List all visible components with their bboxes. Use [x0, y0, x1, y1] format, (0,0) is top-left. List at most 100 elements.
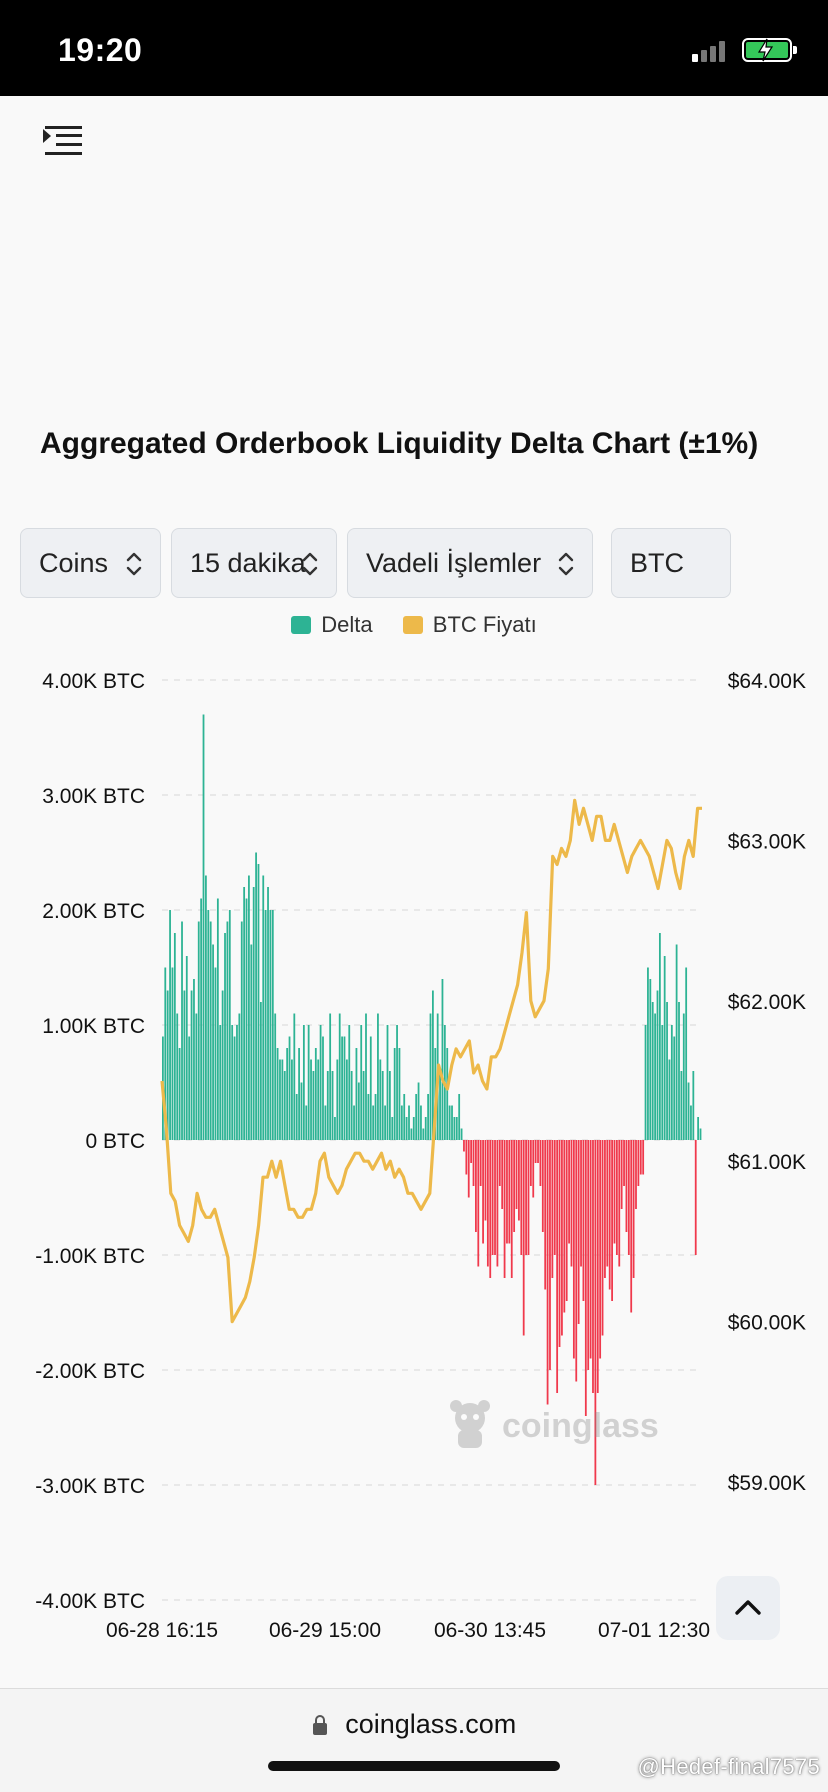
- coin-symbol-select-label: BTC: [630, 547, 684, 578]
- delta-bar: [568, 1140, 570, 1244]
- delta-bar: [682, 1013, 685, 1140]
- delta-bar: [185, 956, 188, 1140]
- delta-bar: [467, 1140, 470, 1198]
- y-left-tick-label: -3.00K BTC: [35, 1475, 145, 1498]
- delta-bar: [269, 910, 272, 1140]
- delta-bar: [649, 979, 652, 1140]
- delta-bar: [360, 1025, 363, 1140]
- delta-bar: [663, 956, 666, 1140]
- delta-bar: [506, 1140, 508, 1244]
- delta-bar: [365, 1013, 367, 1140]
- delta-bar: [267, 887, 269, 1140]
- btc-price-line: [160, 798, 702, 1324]
- delta-bar: [432, 990, 434, 1140]
- market-type-select-label: Vadeli İşlemler: [366, 547, 542, 578]
- y-left-tick-label: -1.00K BTC: [35, 1245, 145, 1268]
- delta-bar: [491, 1140, 494, 1255]
- delta-bar: [654, 1013, 656, 1140]
- chevron-up-icon: [735, 1600, 761, 1615]
- delta-bar: [635, 1140, 637, 1209]
- delta-bar: [412, 1117, 415, 1140]
- delta-bar: [498, 1140, 501, 1186]
- url-bar[interactable]: coinglass.com: [0, 1709, 828, 1740]
- delta-bar: [286, 1048, 289, 1140]
- delta-bar: [190, 990, 193, 1140]
- delta-bar: [388, 1071, 391, 1140]
- delta-bar: [326, 1071, 329, 1140]
- delta-bar: [446, 1048, 449, 1140]
- coins-select[interactable]: Coins: [20, 528, 161, 598]
- delta-bar: [477, 1140, 480, 1267]
- delta-bar: [200, 898, 203, 1140]
- delta-bar: [338, 1013, 341, 1140]
- y-right-tick-label: $62.00K: [728, 991, 806, 1014]
- y-left-tick-label: 4.00K BTC: [42, 670, 145, 693]
- delta-bar: [460, 1128, 463, 1140]
- legend-item-price[interactable]: BTC Fiyatı: [402, 612, 537, 638]
- interval-select[interactable]: 15 dakika: [171, 528, 337, 598]
- delta-bar: [393, 1048, 396, 1140]
- delta-bar: [520, 1140, 523, 1255]
- delta-bar: [319, 1025, 322, 1140]
- delta-bar: [274, 1013, 277, 1140]
- delta-bar: [283, 1071, 286, 1140]
- delta-bar: [400, 1105, 403, 1140]
- delta-bar: [312, 1071, 315, 1140]
- coin-symbol-select[interactable]: BTC: [611, 528, 731, 598]
- delta-bar: [510, 1140, 513, 1278]
- delta-bar: [496, 1140, 499, 1267]
- delta-bar: [539, 1140, 542, 1186]
- x-tick-label: 06-30 13:45: [434, 1619, 546, 1642]
- delta-bar: [257, 864, 260, 1140]
- delta-bar: [486, 1140, 489, 1267]
- delta-bar: [422, 1128, 425, 1140]
- coinglass-watermark: coinglass: [446, 1396, 659, 1456]
- delta-bar: [570, 1140, 573, 1267]
- y-right-tick-label: $63.00K: [728, 830, 806, 853]
- delta-bar: [420, 1105, 422, 1140]
- delta-bar: [503, 1140, 506, 1278]
- y-right-tick-label: $59.00K: [728, 1472, 806, 1495]
- delta-bar: [451, 1105, 453, 1140]
- menu-indent-icon[interactable]: [42, 126, 82, 164]
- coinglass-mascot-icon: [450, 1400, 490, 1448]
- delta-bar: [644, 1025, 647, 1140]
- delta-bar: [475, 1140, 477, 1232]
- liquidity-delta-chart[interactable]: 4.00K BTC 3.00K BTC 2.00K BTC 1.00K BTC 0 BT…: [0, 656, 828, 1666]
- delta-bar: [601, 1140, 604, 1336]
- delta-bar: [343, 1036, 346, 1140]
- delta-bar: [166, 990, 169, 1140]
- delta-bar: [379, 1059, 382, 1140]
- delta-bar: [604, 1140, 606, 1278]
- delta-bar: [494, 1140, 496, 1255]
- market-type-select[interactable]: Vadeli İşlemler: [347, 528, 593, 598]
- delta-bar: [668, 1059, 671, 1140]
- delta-bar: [403, 1094, 406, 1140]
- y-left-tick-label: 1.00K BTC: [42, 1015, 145, 1038]
- lock-icon: [312, 1715, 327, 1735]
- delta-bar: [291, 1059, 293, 1140]
- credit-watermark: @Hedef-final7575: [637, 1754, 820, 1779]
- delta-bar: [281, 1059, 284, 1140]
- coins-select-label: Coins: [39, 547, 109, 578]
- delta-bar: [606, 1140, 609, 1267]
- delta-bar: [558, 1140, 561, 1347]
- delta-bar: [508, 1140, 511, 1244]
- delta-bar: [377, 1013, 379, 1140]
- delta-bar: [353, 1105, 355, 1140]
- delta-bar: [216, 898, 219, 1140]
- delta-bar: [176, 1013, 179, 1140]
- interval-select-label: 15 dakika: [190, 547, 306, 578]
- legend-item-delta[interactable]: Delta: [291, 612, 373, 638]
- delta-bar: [656, 990, 659, 1140]
- browser-bottom-bar: coinglass.com: [0, 1688, 828, 1792]
- delta-bar: [195, 1013, 198, 1140]
- delta-bar: [627, 1140, 630, 1255]
- delta-bar: [592, 1140, 594, 1393]
- delta-bar: [228, 910, 231, 1140]
- delta-bar: [647, 967, 649, 1140]
- delta-bar: [670, 1025, 673, 1140]
- delta-bar: [288, 1036, 291, 1140]
- delta-bar: [197, 921, 200, 1140]
- scroll-top-button[interactable]: [716, 1576, 780, 1640]
